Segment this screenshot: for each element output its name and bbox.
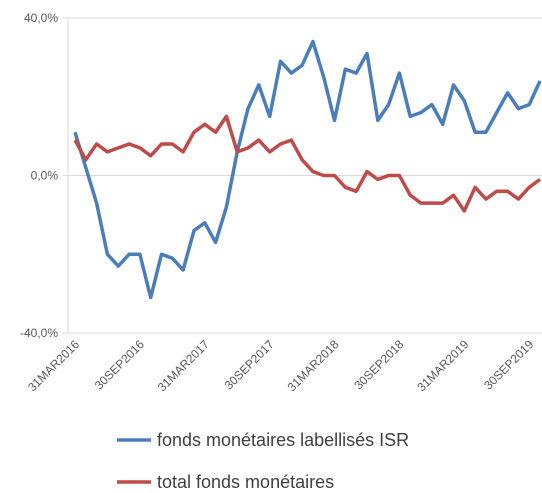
data-line xyxy=(73,114,542,213)
x-tick-label: 30SEP2017 xyxy=(222,337,277,392)
y-tick-label: -40,0% xyxy=(20,326,58,340)
x-tick-label: 31MAR2019 xyxy=(414,337,471,394)
x-tick-label: 30SEP2018 xyxy=(351,337,406,392)
y-tick-label: 40,0% xyxy=(24,11,58,25)
legend-label: total fonds monétaires xyxy=(157,472,334,492)
y-tick-label: 0,0% xyxy=(31,169,59,183)
x-tick-label: 30SEP2019 xyxy=(481,337,536,392)
x-tick-label: 31MAR2016 xyxy=(25,337,82,394)
legend-label: fonds monétaires labellisés ISR xyxy=(157,430,409,450)
x-tick-label: 31MAR2017 xyxy=(155,337,212,394)
data-line xyxy=(73,39,542,300)
x-tick-label: 30SEP2016 xyxy=(92,337,147,392)
x-tick-label: 31MAR2018 xyxy=(285,337,342,394)
